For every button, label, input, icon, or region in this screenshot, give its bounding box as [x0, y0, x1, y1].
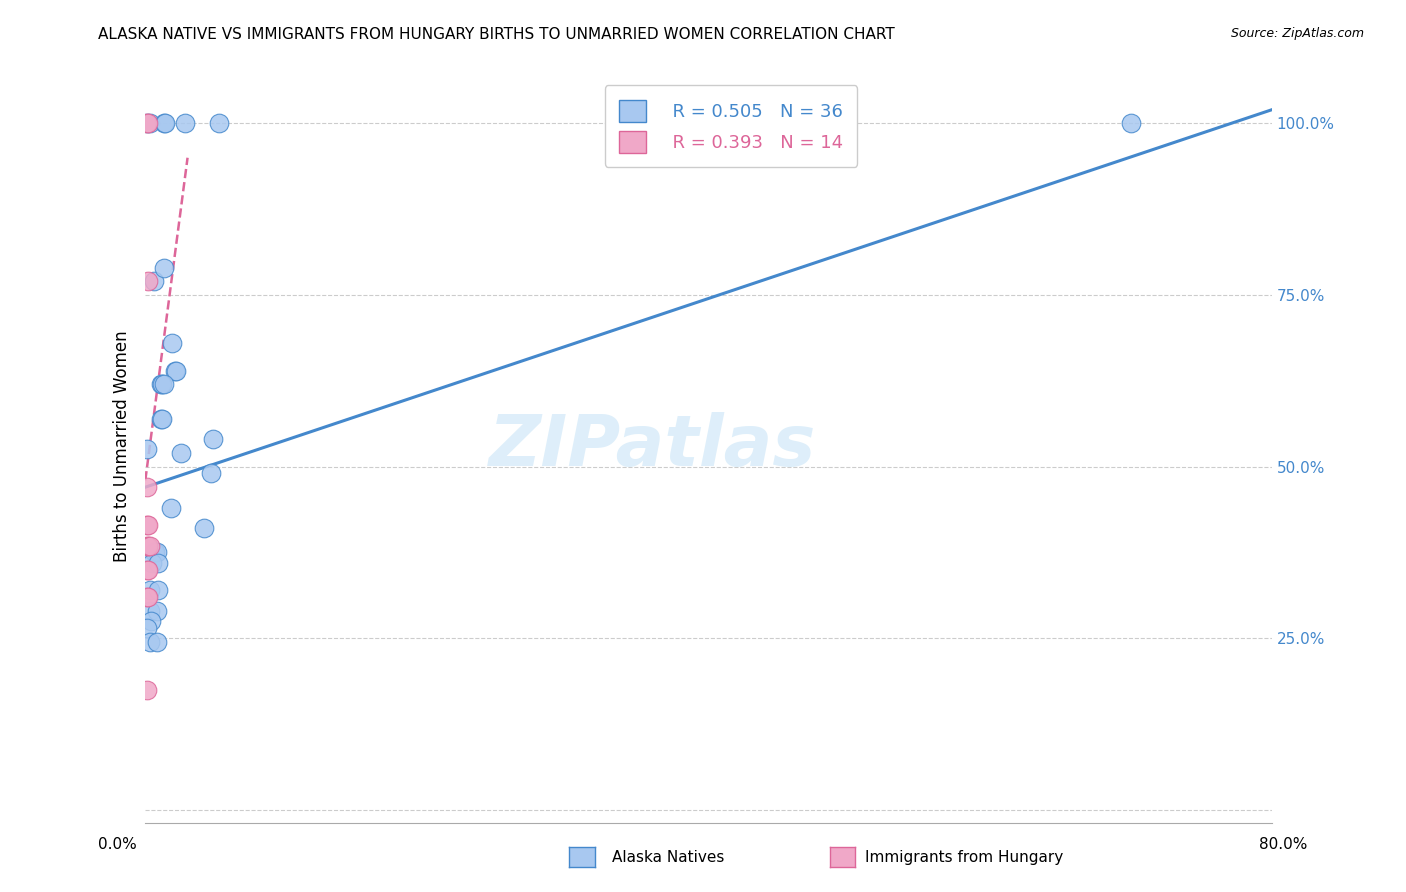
Point: [163, 363, 186, 377]
Point: [135, 539, 157, 553]
Point: [143, 545, 166, 559]
Point: [135, 442, 157, 457]
Point: [139, 614, 162, 628]
Point: [136, 517, 159, 532]
Point: [142, 545, 165, 559]
Text: 80.0%: 80.0%: [1260, 837, 1308, 852]
Point: [136, 562, 159, 576]
Point: [136, 539, 159, 553]
Text: 0.0%: 0.0%: [98, 837, 138, 852]
Point: [159, 500, 181, 515]
Point: [135, 116, 157, 130]
Point: [138, 539, 160, 553]
Point: [146, 556, 169, 570]
Point: [145, 545, 167, 559]
Point: [145, 604, 167, 618]
Point: [135, 562, 157, 576]
Point: [149, 377, 172, 392]
Point: [136, 274, 159, 288]
Point: [169, 446, 191, 460]
Point: [135, 621, 157, 635]
Point: [138, 634, 160, 648]
Text: ALASKA NATIVE VS IMMIGRANTS FROM HUNGARY BIRTHS TO UNMARRIED WOMEN CORRELATION C: ALASKA NATIVE VS IMMIGRANTS FROM HUNGARY…: [98, 27, 896, 42]
Point: [138, 604, 160, 618]
Point: [149, 411, 172, 425]
Point: [145, 634, 167, 648]
Point: [138, 116, 160, 130]
Point: [136, 590, 159, 604]
Y-axis label: Births to Unmarried Women: Births to Unmarried Women: [114, 330, 131, 562]
Text: Alaska Natives: Alaska Natives: [612, 850, 724, 865]
Point: [152, 260, 174, 275]
Point: [141, 556, 163, 570]
Point: [142, 274, 165, 288]
Point: [150, 377, 173, 392]
Point: [135, 116, 157, 130]
Point: [138, 583, 160, 598]
Point: [207, 116, 229, 130]
Point: [152, 377, 174, 392]
Text: ZIPatlas: ZIPatlas: [489, 411, 815, 481]
Point: [153, 116, 176, 130]
Point: [135, 480, 157, 494]
Point: [160, 336, 183, 351]
Point: [146, 583, 169, 598]
Point: [201, 432, 224, 446]
Text: Source: ZipAtlas.com: Source: ZipAtlas.com: [1230, 27, 1364, 40]
Point: [135, 682, 157, 697]
Point: [150, 411, 173, 425]
Point: [136, 116, 159, 130]
Point: [135, 590, 157, 604]
Point: [200, 467, 222, 481]
Point: [165, 363, 187, 377]
Point: [173, 116, 195, 130]
Point: [135, 517, 157, 532]
Point: [152, 116, 174, 130]
Text: Immigrants from Hungary: Immigrants from Hungary: [865, 850, 1063, 865]
Legend:   R = 0.505   N = 36,   R = 0.393   N = 14: R = 0.505 N = 36, R = 0.393 N = 14: [605, 85, 858, 167]
Point: [193, 521, 215, 535]
Point: [1119, 116, 1142, 130]
